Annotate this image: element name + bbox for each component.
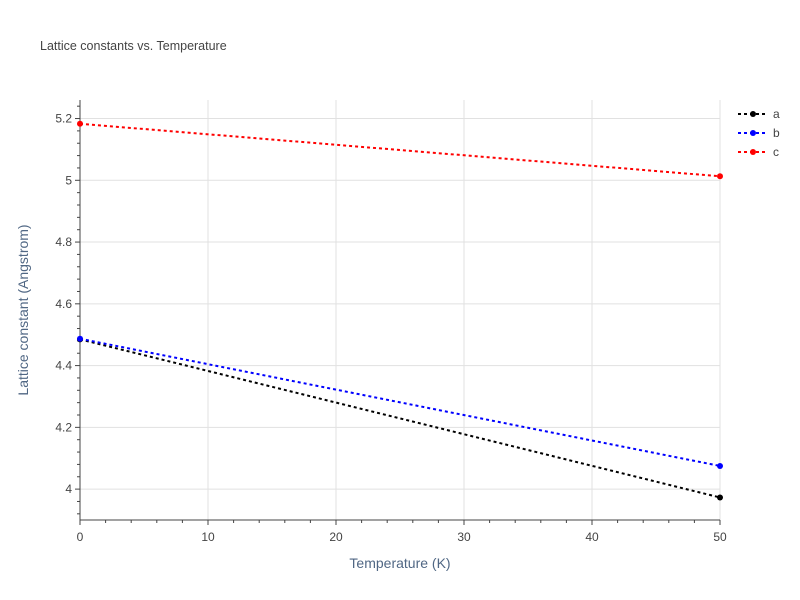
chart-title: Lattice constants vs. Temperature xyxy=(40,39,227,53)
x-tick-label: 40 xyxy=(585,530,599,544)
x-tick-label: 30 xyxy=(457,530,471,544)
series-line-b xyxy=(79,337,721,467)
y-tick-label: 4 xyxy=(65,482,72,496)
axes xyxy=(75,100,721,525)
y-tick-label: 5.2 xyxy=(55,112,72,126)
legend-label: c xyxy=(773,145,779,159)
legend-item-b[interactable]: b xyxy=(738,126,780,140)
grid xyxy=(80,100,721,520)
x-tick-label: 20 xyxy=(329,530,343,544)
x-axis-title: Temperature (K) xyxy=(349,555,450,571)
legend-item-c[interactable]: c xyxy=(738,145,779,159)
legend[interactable]: abc xyxy=(738,107,780,159)
legend-swatch-marker xyxy=(750,111,756,117)
legend-label: b xyxy=(773,126,780,140)
data-point-b[interactable] xyxy=(77,335,83,342)
x-tick-label: 50 xyxy=(713,530,727,544)
legend-swatch-marker xyxy=(750,149,756,155)
x-tick-label: 10 xyxy=(201,530,215,544)
legend-swatch-marker xyxy=(750,130,756,136)
y-tick-label: 4.2 xyxy=(55,420,72,434)
y-tick-label: 4.6 xyxy=(55,297,72,311)
y-tick-label: 4.4 xyxy=(55,359,72,373)
tick-labels: 0 10 20 30 40 50 4 4.2 4.4 4.6 4.8 5 5.2 xyxy=(55,112,727,544)
series-group xyxy=(77,120,723,501)
data-point-c[interactable] xyxy=(77,120,83,127)
data-point-c[interactable] xyxy=(717,173,723,180)
data-point-b[interactable] xyxy=(717,462,723,469)
y-axis-title: Lattice constant (Angstrom) xyxy=(15,224,31,395)
y-tick-label: 4.8 xyxy=(55,235,72,249)
series-line-a xyxy=(79,338,721,499)
data-point-a[interactable] xyxy=(717,494,723,501)
legend-label: a xyxy=(773,107,780,121)
legend-item-a[interactable]: a xyxy=(738,107,780,121)
y-tick-label: 5 xyxy=(65,173,72,187)
x-tick-label: 0 xyxy=(77,530,84,544)
series-line-c xyxy=(79,122,721,178)
